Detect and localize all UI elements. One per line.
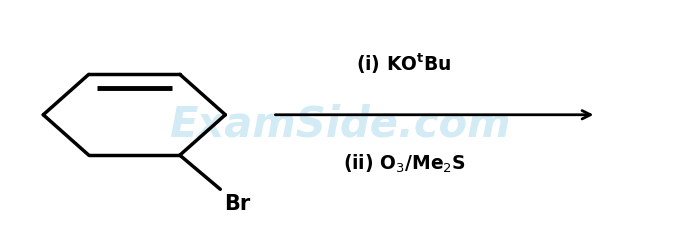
- Text: Br: Br: [224, 194, 250, 214]
- Text: (i) KO$^\mathregular{t}$Bu: (i) KO$^\mathregular{t}$Bu: [356, 51, 452, 76]
- Text: ExamSide.com: ExamSide.com: [169, 104, 511, 145]
- Text: (ii) O$_3$/Me$_2$S: (ii) O$_3$/Me$_2$S: [343, 152, 466, 175]
